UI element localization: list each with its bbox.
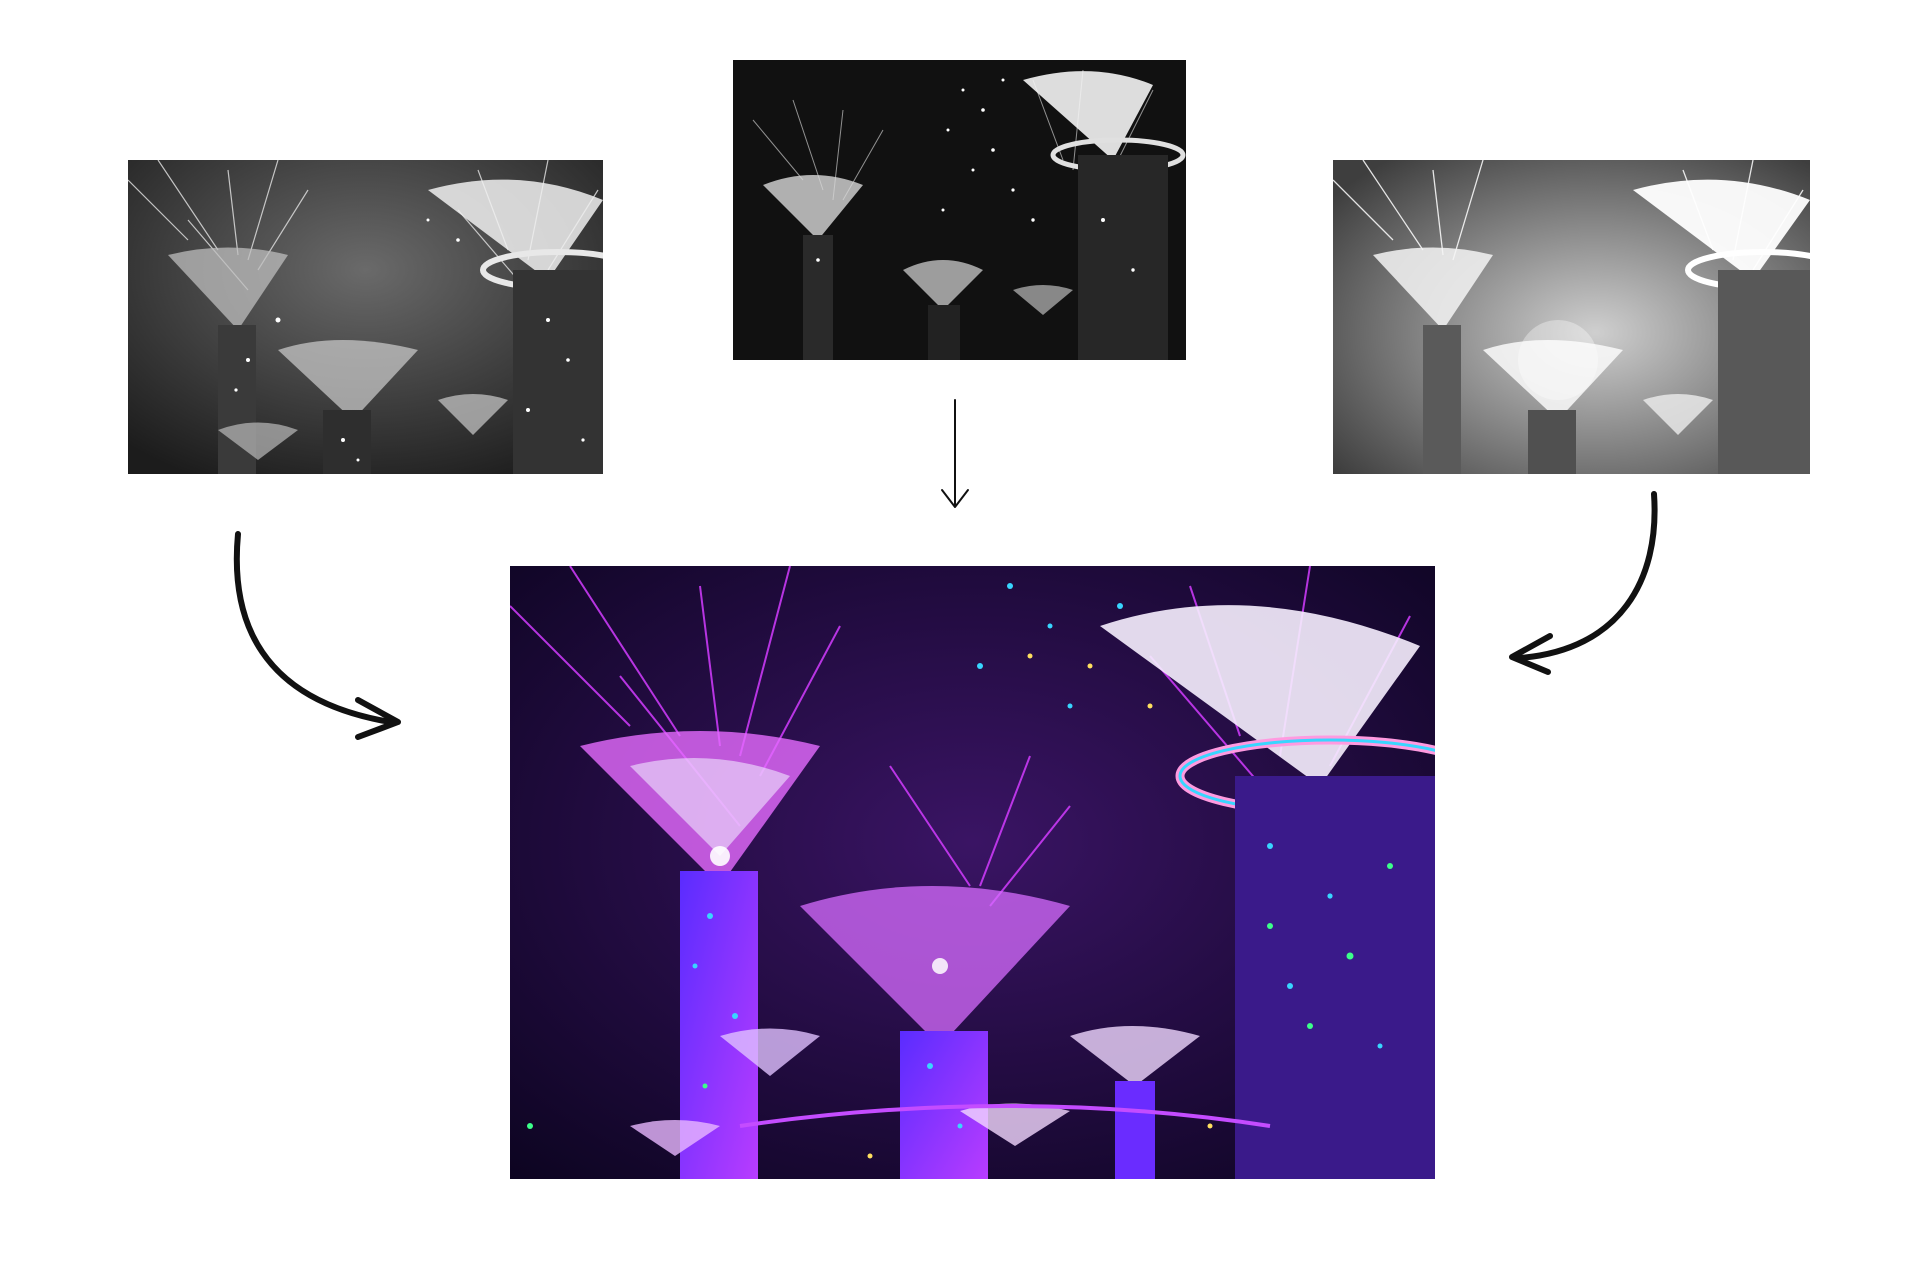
arrowhead-center (941, 489, 969, 508)
supertrees-grayscale-bright (1333, 160, 1810, 474)
arrow-right-to-output (1517, 491, 1658, 661)
supertrees-color-fused (510, 566, 1435, 1179)
arrow-left-to-output (233, 531, 393, 725)
fused-output-image (510, 566, 1435, 1179)
supertrees-grayscale-medium (128, 160, 603, 474)
input-image-right (1333, 160, 1810, 474)
arrowhead-left (355, 697, 401, 740)
input-image-left (128, 160, 603, 474)
supertrees-grayscale-dark (733, 60, 1186, 360)
arrowhead-right (1509, 633, 1553, 675)
input-image-center (733, 60, 1186, 360)
